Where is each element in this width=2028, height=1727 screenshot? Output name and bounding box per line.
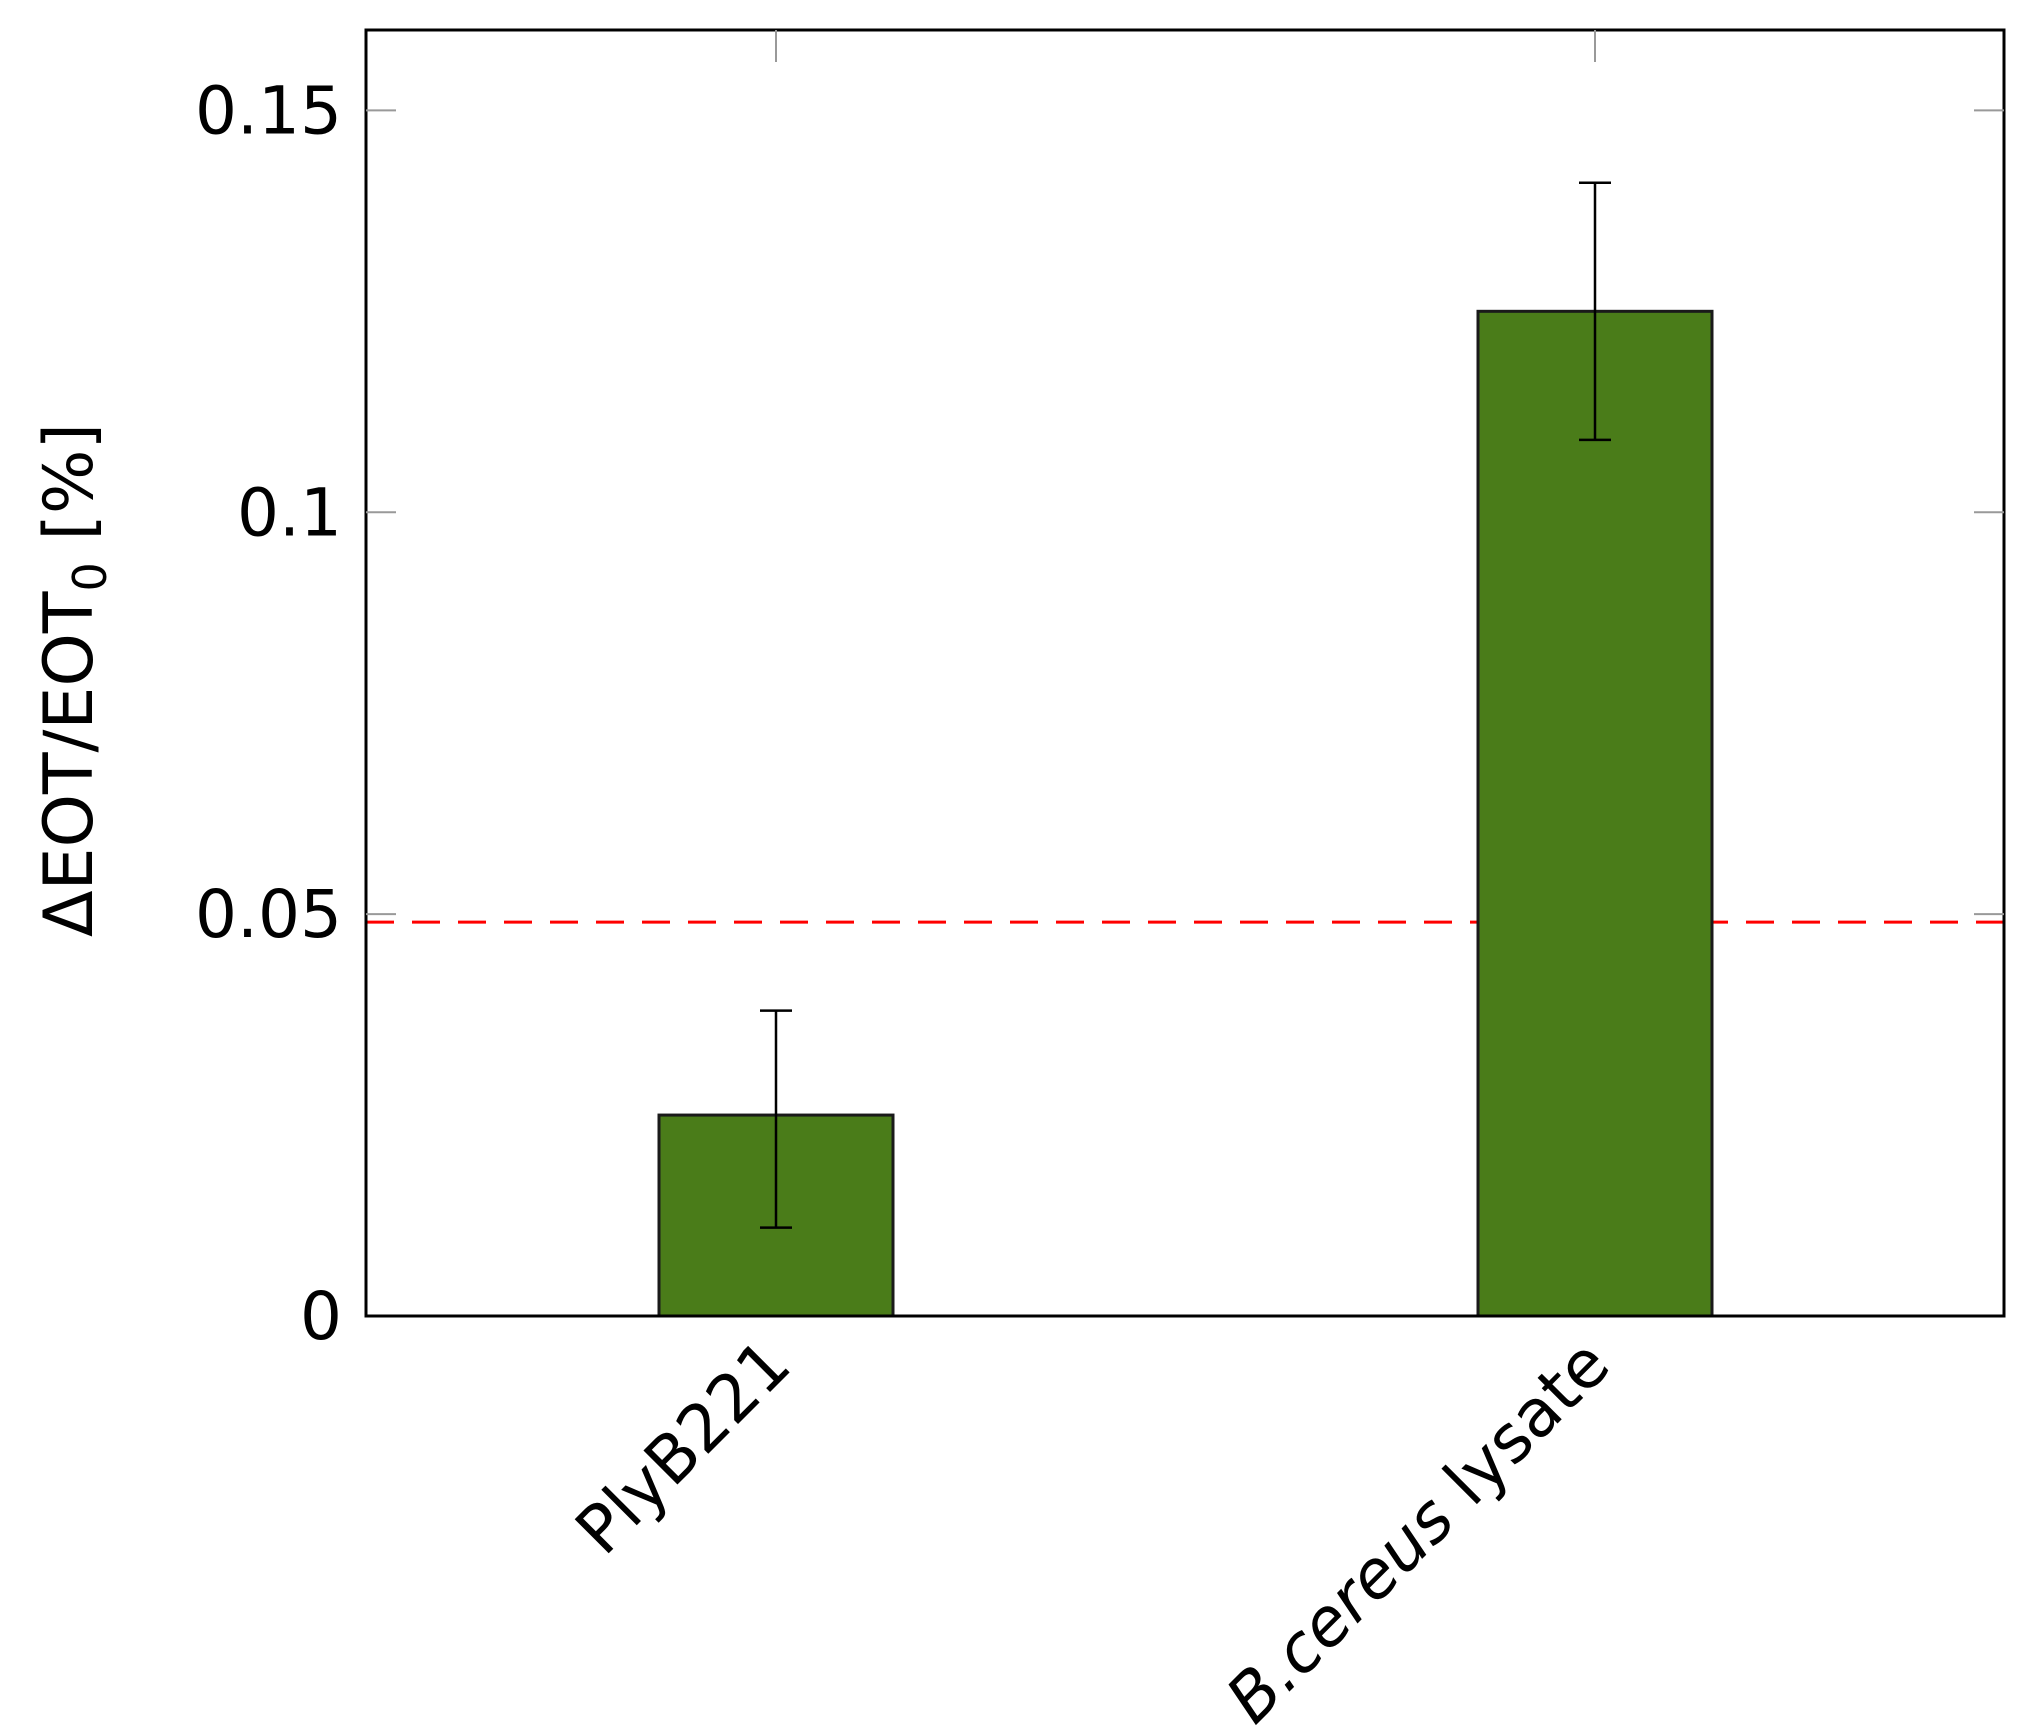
error-bar-1 — [1579, 181, 1611, 442]
category-label-1: B.cereus lysate — [1211, 1325, 1624, 1727]
error-bar-0 — [760, 1009, 792, 1229]
bars-layer — [657, 309, 1714, 1318]
y-tick-label-2: 0.1 — [237, 474, 342, 551]
axes-frame-layer — [364, 28, 2006, 1318]
error-bars-layer — [760, 181, 1611, 1229]
y-tick-labels: 0 0.05 0.1 0.15 — [195, 72, 342, 1355]
y-axis-title-main: ΔEOT/EOT — [30, 591, 109, 937]
y-tick-label-1: 0.05 — [195, 876, 342, 953]
category-label-text-0: PlyB221 — [561, 1325, 805, 1569]
y-axis-title-unit: [%] — [30, 423, 109, 562]
axes-frame — [364, 28, 2006, 1318]
y-axis-title-subscript: 0 — [63, 562, 117, 591]
category-label-italic-1: B.cereus — [1211, 1480, 1468, 1727]
y-tick-label-0: 0 — [300, 1278, 342, 1355]
y-axis-title: ΔEOT/EOT0 [%] — [30, 423, 117, 937]
bar-1 — [1476, 309, 1714, 1318]
y-tick-label-3: 0.15 — [195, 72, 342, 149]
category-label-0: PlyB221 — [561, 1325, 805, 1569]
category-label-text-1: lysate — [1415, 1325, 1625, 1535]
x-category-labels: PlyB221 B.cereus lysate — [561, 1325, 1624, 1727]
